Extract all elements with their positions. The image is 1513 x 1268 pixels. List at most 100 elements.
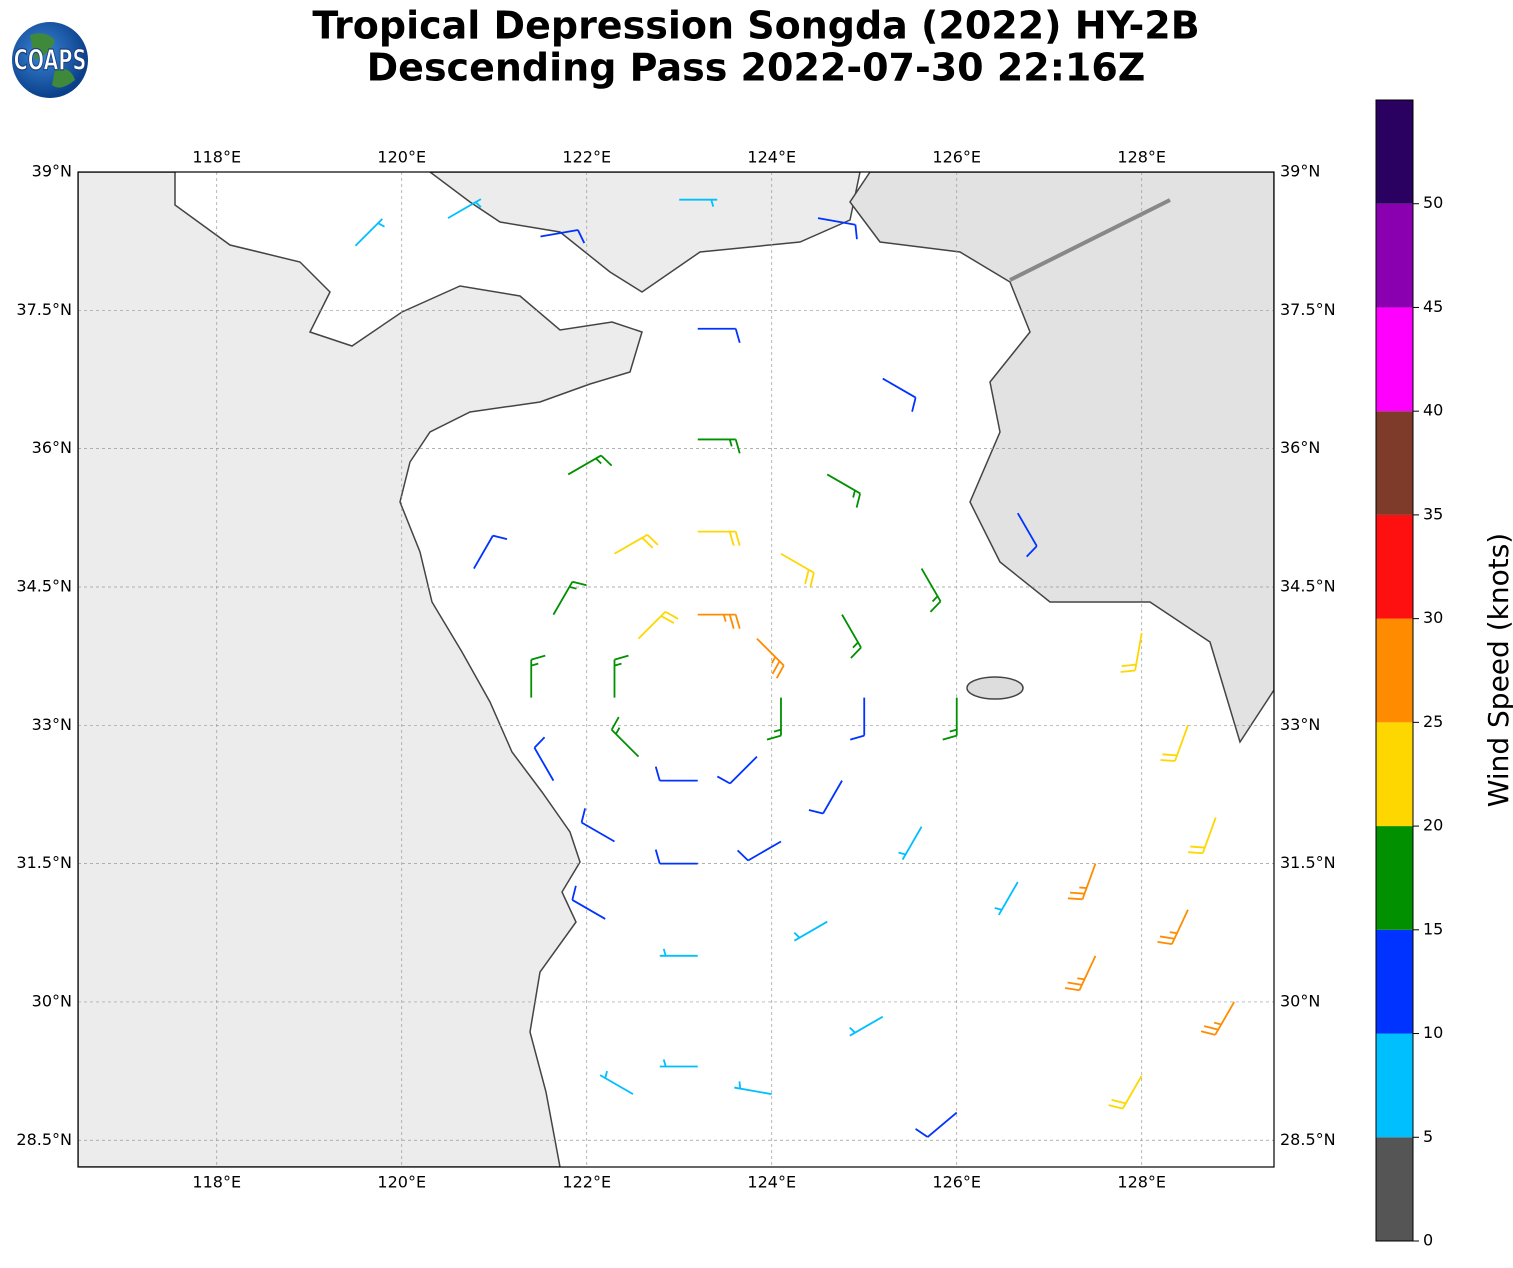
wind-barb <box>697 613 741 629</box>
colorbar-tick-label: 35 <box>1423 504 1443 523</box>
colorbar-tick-label: 5 <box>1423 1127 1433 1146</box>
x-tick-label: 126°E <box>932 148 981 167</box>
y-tick-label: 37.5°N <box>1280 300 1336 319</box>
y-tick-label: 30°N <box>1280 991 1320 1010</box>
colorbar-tick-label: 25 <box>1423 712 1443 731</box>
wind-barb <box>697 438 741 454</box>
wind-barb <box>1064 955 1097 992</box>
wind-barb <box>808 780 843 815</box>
wind-barb <box>793 920 828 942</box>
korea-land <box>849 172 1274 744</box>
colorbar-tick-label: 10 <box>1423 1023 1443 1042</box>
y-tick-label: 33°N <box>32 715 72 734</box>
y-tick-label: 31.5°N <box>1280 853 1336 872</box>
y-tick-label: 36°N <box>32 438 72 457</box>
y-tick-label: 28.5°N <box>1280 1130 1336 1149</box>
wind-barb <box>610 716 640 758</box>
wind-barb <box>571 885 606 920</box>
wind-barb <box>882 377 917 412</box>
y-tick-label: 37.5°N <box>16 300 72 319</box>
x-tick-label: 122°E <box>562 148 611 167</box>
x-tick-label: 120°E <box>377 148 426 167</box>
border <box>1009 198 1171 282</box>
y-tick-label: 39°N <box>32 162 72 181</box>
colorbar-tick-label: 45 <box>1423 297 1443 316</box>
colorbar-segment <box>1376 618 1413 723</box>
wind-barb <box>817 217 858 240</box>
y-tick-label: 28.5°N <box>16 1130 72 1149</box>
y-tick-label: 31.5°N <box>16 853 72 872</box>
x-tick-label: 122°E <box>562 1173 611 1192</box>
logo: COAPS <box>12 22 88 98</box>
wind-barb <box>841 614 862 659</box>
map-frame <box>77 171 1275 1168</box>
wind-barb <box>915 1111 958 1138</box>
colorbar-tick-label: 15 <box>1423 919 1443 938</box>
grid: 118°E 118°E 120°E 120°E 122°E 122°E 124°E 124°E… <box>16 148 1335 1192</box>
wind-barb <box>354 218 385 247</box>
y-tick-label: 36°N <box>1280 438 1320 457</box>
colorbar-segment <box>1376 929 1413 1034</box>
wind-barb <box>1067 863 1097 901</box>
wind-barb <box>659 1059 698 1068</box>
x-tick-label: 120°E <box>377 1173 426 1192</box>
colorbar-segment <box>1376 514 1413 619</box>
wind-barb <box>580 808 615 843</box>
wind-barb <box>780 552 815 588</box>
colorbar-tick-label: 50 <box>1423 193 1443 212</box>
china-land <box>78 172 643 1167</box>
colorbar-segment <box>1376 203 1413 308</box>
colorbar-frame <box>1375 99 1414 1242</box>
wind-barb <box>826 473 862 508</box>
colorbar-tick-label: 20 <box>1423 816 1443 835</box>
wind-barb <box>1120 632 1143 673</box>
x-tick-label: 124°E <box>747 1173 796 1192</box>
wind-barb <box>920 568 942 613</box>
wind-barb <box>756 637 785 679</box>
wind-barb <box>898 826 923 861</box>
colorbar-segment <box>1376 722 1413 827</box>
wind-barb <box>654 849 698 865</box>
colorbar-tick-label: 30 <box>1423 608 1443 627</box>
wind-barb <box>614 533 659 555</box>
colorbar: 0 5 10 15 20 25 30 35 40 45 50 Wind Speed (knots) <box>1375 99 1513 1250</box>
x-tick-label: 118°E <box>192 148 241 167</box>
wind-barb <box>473 534 508 569</box>
wind-barb <box>447 198 482 219</box>
x-tick-label: 126°E <box>932 1173 981 1192</box>
map-background <box>78 172 1274 1167</box>
y-tick-label: 34.5°N <box>16 576 72 595</box>
wind-barb <box>736 840 782 862</box>
wind-barb <box>552 580 587 616</box>
wind-barb <box>1108 1075 1143 1110</box>
wind-barb <box>734 1081 772 1096</box>
logo-text: COAPS <box>14 43 87 77</box>
wind-barb <box>567 454 613 476</box>
wind-barb <box>599 1070 634 1095</box>
wind-barb <box>540 229 586 244</box>
y-tick-label: 30°N <box>32 991 72 1010</box>
colorbar-segment <box>1376 1033 1413 1138</box>
wind-barb <box>1160 724 1189 762</box>
wind-barb <box>849 1015 884 1037</box>
x-tick-label: 124°E <box>747 148 796 167</box>
colorbar-segment <box>1376 826 1413 930</box>
wind-barb <box>533 736 555 782</box>
colorbar-label: Wind Speed (knots) <box>1482 533 1513 807</box>
wind-barb <box>530 654 546 698</box>
wind-barb <box>1157 909 1189 946</box>
wind-barb <box>766 697 782 741</box>
x-tick-label: 118°E <box>192 1173 241 1192</box>
x-tick-label: 128°E <box>1117 148 1166 167</box>
wind-barb <box>1200 1001 1236 1036</box>
logo-land <box>30 33 75 88</box>
wind-barb <box>942 697 958 741</box>
chart-subtitle: Descending Pass 2022-07-30 22:16Z <box>367 46 1146 90</box>
y-tick-label: 33°N <box>1280 715 1320 734</box>
wind-barb <box>697 327 741 344</box>
colorbar-segment <box>1376 1137 1413 1241</box>
y-tick-label: 34.5°N <box>1280 576 1336 595</box>
wind-barb <box>716 756 758 785</box>
wind-barb <box>1188 817 1217 855</box>
